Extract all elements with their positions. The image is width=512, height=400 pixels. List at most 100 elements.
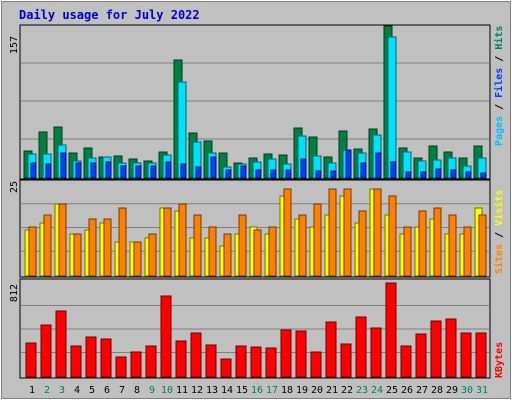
bar-visits-day-30 (463, 226, 472, 277)
bar-kbytes-day-26 (400, 345, 412, 378)
x-tick-label-day-27: 27 (416, 385, 428, 396)
x-tick-label-day-9: 9 (149, 385, 155, 396)
bar-kbytes-day-2 (40, 324, 52, 378)
bar-kbytes-day-8 (130, 351, 142, 378)
bar-visits-day-23 (358, 210, 367, 277)
bar-pages-day-9 (150, 165, 157, 179)
bar-pages-day-7 (120, 165, 127, 179)
hits-max-label: 157 (9, 36, 20, 54)
bar-visits-day-1 (28, 226, 37, 277)
bar-kbytes-day-17 (265, 347, 277, 378)
bar-pages-day-20 (315, 170, 322, 179)
bar-pages-day-13 (210, 156, 217, 179)
bar-kbytes-day-29 (445, 318, 457, 378)
bar-visits-day-6 (103, 218, 112, 277)
hits-panel: 157 Pages / Files / Hits (9, 24, 505, 180)
chart-title: Daily usage for July 2022 (19, 8, 200, 22)
x-tick-label-day-28: 28 (431, 385, 443, 396)
bar-pages-day-4 (75, 162, 82, 179)
x-tick-label-day-3: 3 (59, 385, 65, 396)
x-tick-label-day-2: 2 (44, 385, 50, 396)
x-axis-labels: 1 2 3 4 5 6 7 8 9 10 11 12 13 14 15 16 17 18 19 20 21 22 23 24 2… (29, 385, 488, 396)
bar-visits-day-11 (178, 203, 187, 277)
bar-visits-day-27 (418, 210, 427, 277)
bar-pages-day-28 (435, 168, 442, 179)
x-tick-label-day-8: 8 (134, 385, 140, 396)
bar-pages-day-21 (330, 170, 337, 179)
bar-pages-day-16 (255, 169, 262, 179)
bar-kbytes-day-9 (145, 345, 157, 378)
bar-kbytes-day-5 (85, 336, 97, 378)
bar-pages-day-12 (195, 166, 202, 179)
bar-visits-day-15 (238, 214, 247, 277)
x-tick-label-day-16: 16 (251, 385, 263, 396)
bar-visits-day-4 (73, 233, 82, 277)
x-tick-label-day-10: 10 (161, 385, 173, 396)
legend-pages: Pages (494, 116, 505, 146)
bar-kbytes-day-16 (250, 346, 262, 378)
x-tick-label-day-30: 30 (461, 385, 473, 396)
bar-visits-day-16 (253, 229, 262, 277)
legend-kbytes: KBytes (494, 342, 505, 378)
bar-pages-day-5 (90, 162, 97, 179)
visits-panel-legend: Sites / Visits (493, 190, 505, 274)
x-tick-label-day-1: 1 (29, 385, 35, 396)
bar-kbytes-day-24 (370, 327, 382, 378)
bar-visits-day-26 (403, 226, 412, 277)
x-tick-label-day-5: 5 (89, 385, 95, 396)
bar-kbytes-day-6 (100, 338, 112, 378)
bar-pages-day-6 (105, 161, 112, 179)
bar-pages-day-22 (345, 149, 352, 179)
bar-pages-day-31 (480, 172, 487, 179)
bar-pages-day-15 (240, 165, 247, 179)
bar-kbytes-day-19 (295, 330, 307, 378)
x-tick-label-day-7: 7 (119, 385, 125, 396)
bar-kbytes-day-21 (325, 321, 337, 378)
bar-kbytes-day-31 (475, 332, 487, 378)
bar-pages-day-8 (135, 165, 142, 179)
bar-visits-day-25 (388, 195, 397, 277)
bar-visits-day-8 (133, 241, 142, 277)
bar-visits-day-12 (193, 214, 202, 277)
bar-pages-day-24 (375, 152, 382, 179)
bar-kbytes-day-3 (55, 310, 67, 378)
bar-pages-day-25 (390, 161, 397, 179)
x-tick-label-day-15: 15 (236, 385, 248, 396)
bar-kbytes-day-13 (205, 344, 217, 378)
x-tick-label-day-25: 25 (386, 385, 398, 396)
bar-visits-day-29 (448, 214, 457, 277)
bar-pages-day-18 (285, 169, 292, 179)
legend-separator: / (494, 226, 505, 244)
bar-kbytes-day-27 (415, 333, 427, 378)
bar-kbytes-day-7 (115, 356, 127, 378)
legend-separator: / (494, 50, 505, 68)
bar-pages-day-26 (405, 171, 412, 179)
bar-kbytes-day-25 (385, 282, 397, 378)
bar-pages-day-17 (270, 169, 277, 179)
x-tick-label-day-14: 14 (221, 385, 233, 396)
bar-pages-day-30 (465, 171, 472, 179)
x-tick-label-day-11: 11 (176, 385, 188, 396)
bar-pages-day-19 (300, 158, 307, 179)
bar-kbytes-day-22 (340, 343, 352, 378)
bar-kbytes-day-15 (235, 345, 247, 378)
bar-kbytes-day-12 (190, 332, 202, 378)
bar-pages-day-23 (360, 162, 367, 179)
bar-visits-day-24 (373, 188, 382, 277)
bar-visits-day-14 (223, 233, 232, 277)
bar-kbytes-day-4 (70, 345, 82, 378)
x-tick-label-day-12: 12 (191, 385, 203, 396)
bar-kbytes-day-1 (25, 342, 37, 378)
bar-kbytes-day-30 (460, 332, 472, 378)
bar-visits-day-2 (43, 214, 52, 277)
x-tick-label-day-20: 20 (311, 385, 323, 396)
bar-visits-day-19 (298, 214, 307, 277)
x-tick-label-day-21: 21 (326, 385, 338, 396)
bar-kbytes-day-20 (310, 351, 322, 378)
visits-panel: 25 Sites / Visits (9, 179, 505, 278)
bar-visits-day-20 (313, 203, 322, 277)
x-tick-label-day-6: 6 (104, 385, 110, 396)
legend-sites: Sites (493, 244, 505, 274)
